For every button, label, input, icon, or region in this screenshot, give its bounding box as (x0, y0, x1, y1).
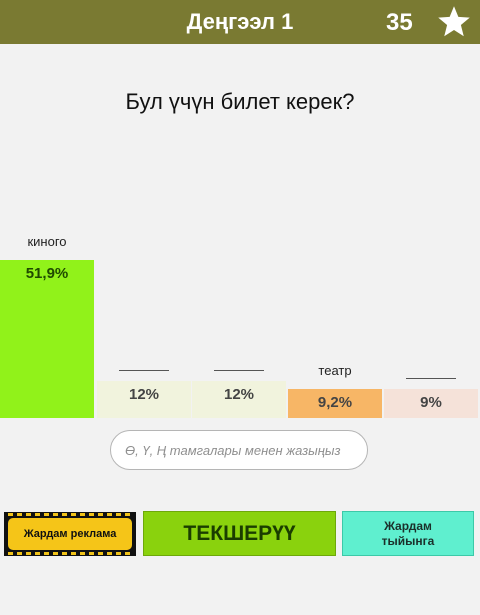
answer-input-field[interactable] (110, 430, 368, 470)
hidden-answer-line (406, 378, 456, 379)
check-button[interactable]: ТЕКШЕРҮҮ (143, 511, 336, 556)
question-text: Бул үчүн билет керек? (125, 89, 355, 114)
answer-column: 12% (97, 351, 191, 418)
answer-bar (384, 389, 478, 418)
film-strip-decoration (8, 513, 132, 516)
answer-percent: 9,2% (317, 394, 353, 411)
hidden-answer-line (119, 370, 169, 371)
film-strip-decoration (8, 552, 132, 555)
level-title: Деңгээл 1 (186, 9, 294, 34)
ad-help-label: Жардам реклама (8, 518, 132, 550)
answer-bar (97, 381, 191, 418)
answer-percent: 51,9% (25, 265, 69, 282)
answer-column: 12% (192, 351, 286, 418)
answer-column: театр 9,2% (288, 359, 382, 418)
coin-help-button[interactable]: Жардам тыйынга (342, 511, 474, 556)
answer-column: 9% (384, 359, 478, 418)
answer-percent: 9% (420, 394, 442, 411)
answer-column: киного 51,9% (0, 230, 94, 418)
ad-help-button[interactable]: Жардам реклама (4, 512, 136, 556)
answer-bar (0, 260, 94, 418)
answer-label: театр (318, 363, 352, 378)
coin-help-label: Жардам тыйынга (381, 518, 435, 548)
answer-input[interactable] (111, 431, 367, 469)
hidden-answer-line (214, 370, 264, 371)
top-bar: Деңгээл 1 35 (0, 0, 480, 44)
star-icon[interactable] (436, 4, 472, 40)
answer-percent: 12% (128, 386, 160, 403)
answer-percent: 12% (223, 386, 255, 403)
score-counter: 35 (386, 9, 413, 36)
answer-label: киного (27, 234, 67, 249)
answer-bar (192, 381, 286, 418)
answer-bar (288, 389, 382, 418)
